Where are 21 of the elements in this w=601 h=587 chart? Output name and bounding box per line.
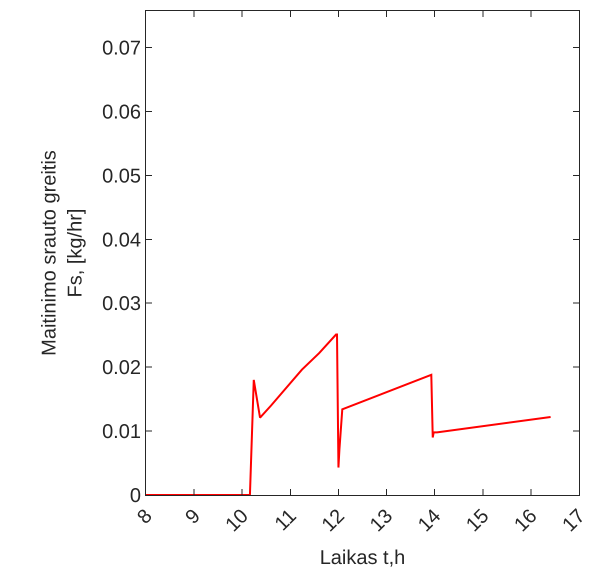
x-tick-label: 8 [133,505,157,528]
x-axis-title: Laikas t,h [320,546,406,569]
y-tick-label: 0.04 [102,229,141,252]
x-tick-label: 10 [222,505,253,536]
x-tick-label: 14 [414,505,446,536]
y-tick-label: 0.07 [102,37,141,60]
x-tick-label: 15 [462,505,494,536]
y-tick-label: 0.01 [102,421,141,444]
x-tick-label: 9 [181,505,205,528]
y-tick-label: 0.03 [102,293,141,316]
y-axis-title: Maitinimo srauto greitis Fs, [kg/hr] [38,150,87,356]
y-tick-label: 0.06 [102,101,141,124]
x-tick-label: 13 [366,505,398,536]
x-tick-label: 17 [558,505,590,536]
y-tick-label: 0 [130,485,141,507]
y-tick-label: 0.02 [102,357,141,380]
x-tick-label: 12 [318,505,350,536]
x-tick-label: 11 [270,505,301,536]
x-tick-label: 16 [510,505,542,536]
line-series [146,334,552,495]
y-tick-label: 0.05 [102,165,141,188]
